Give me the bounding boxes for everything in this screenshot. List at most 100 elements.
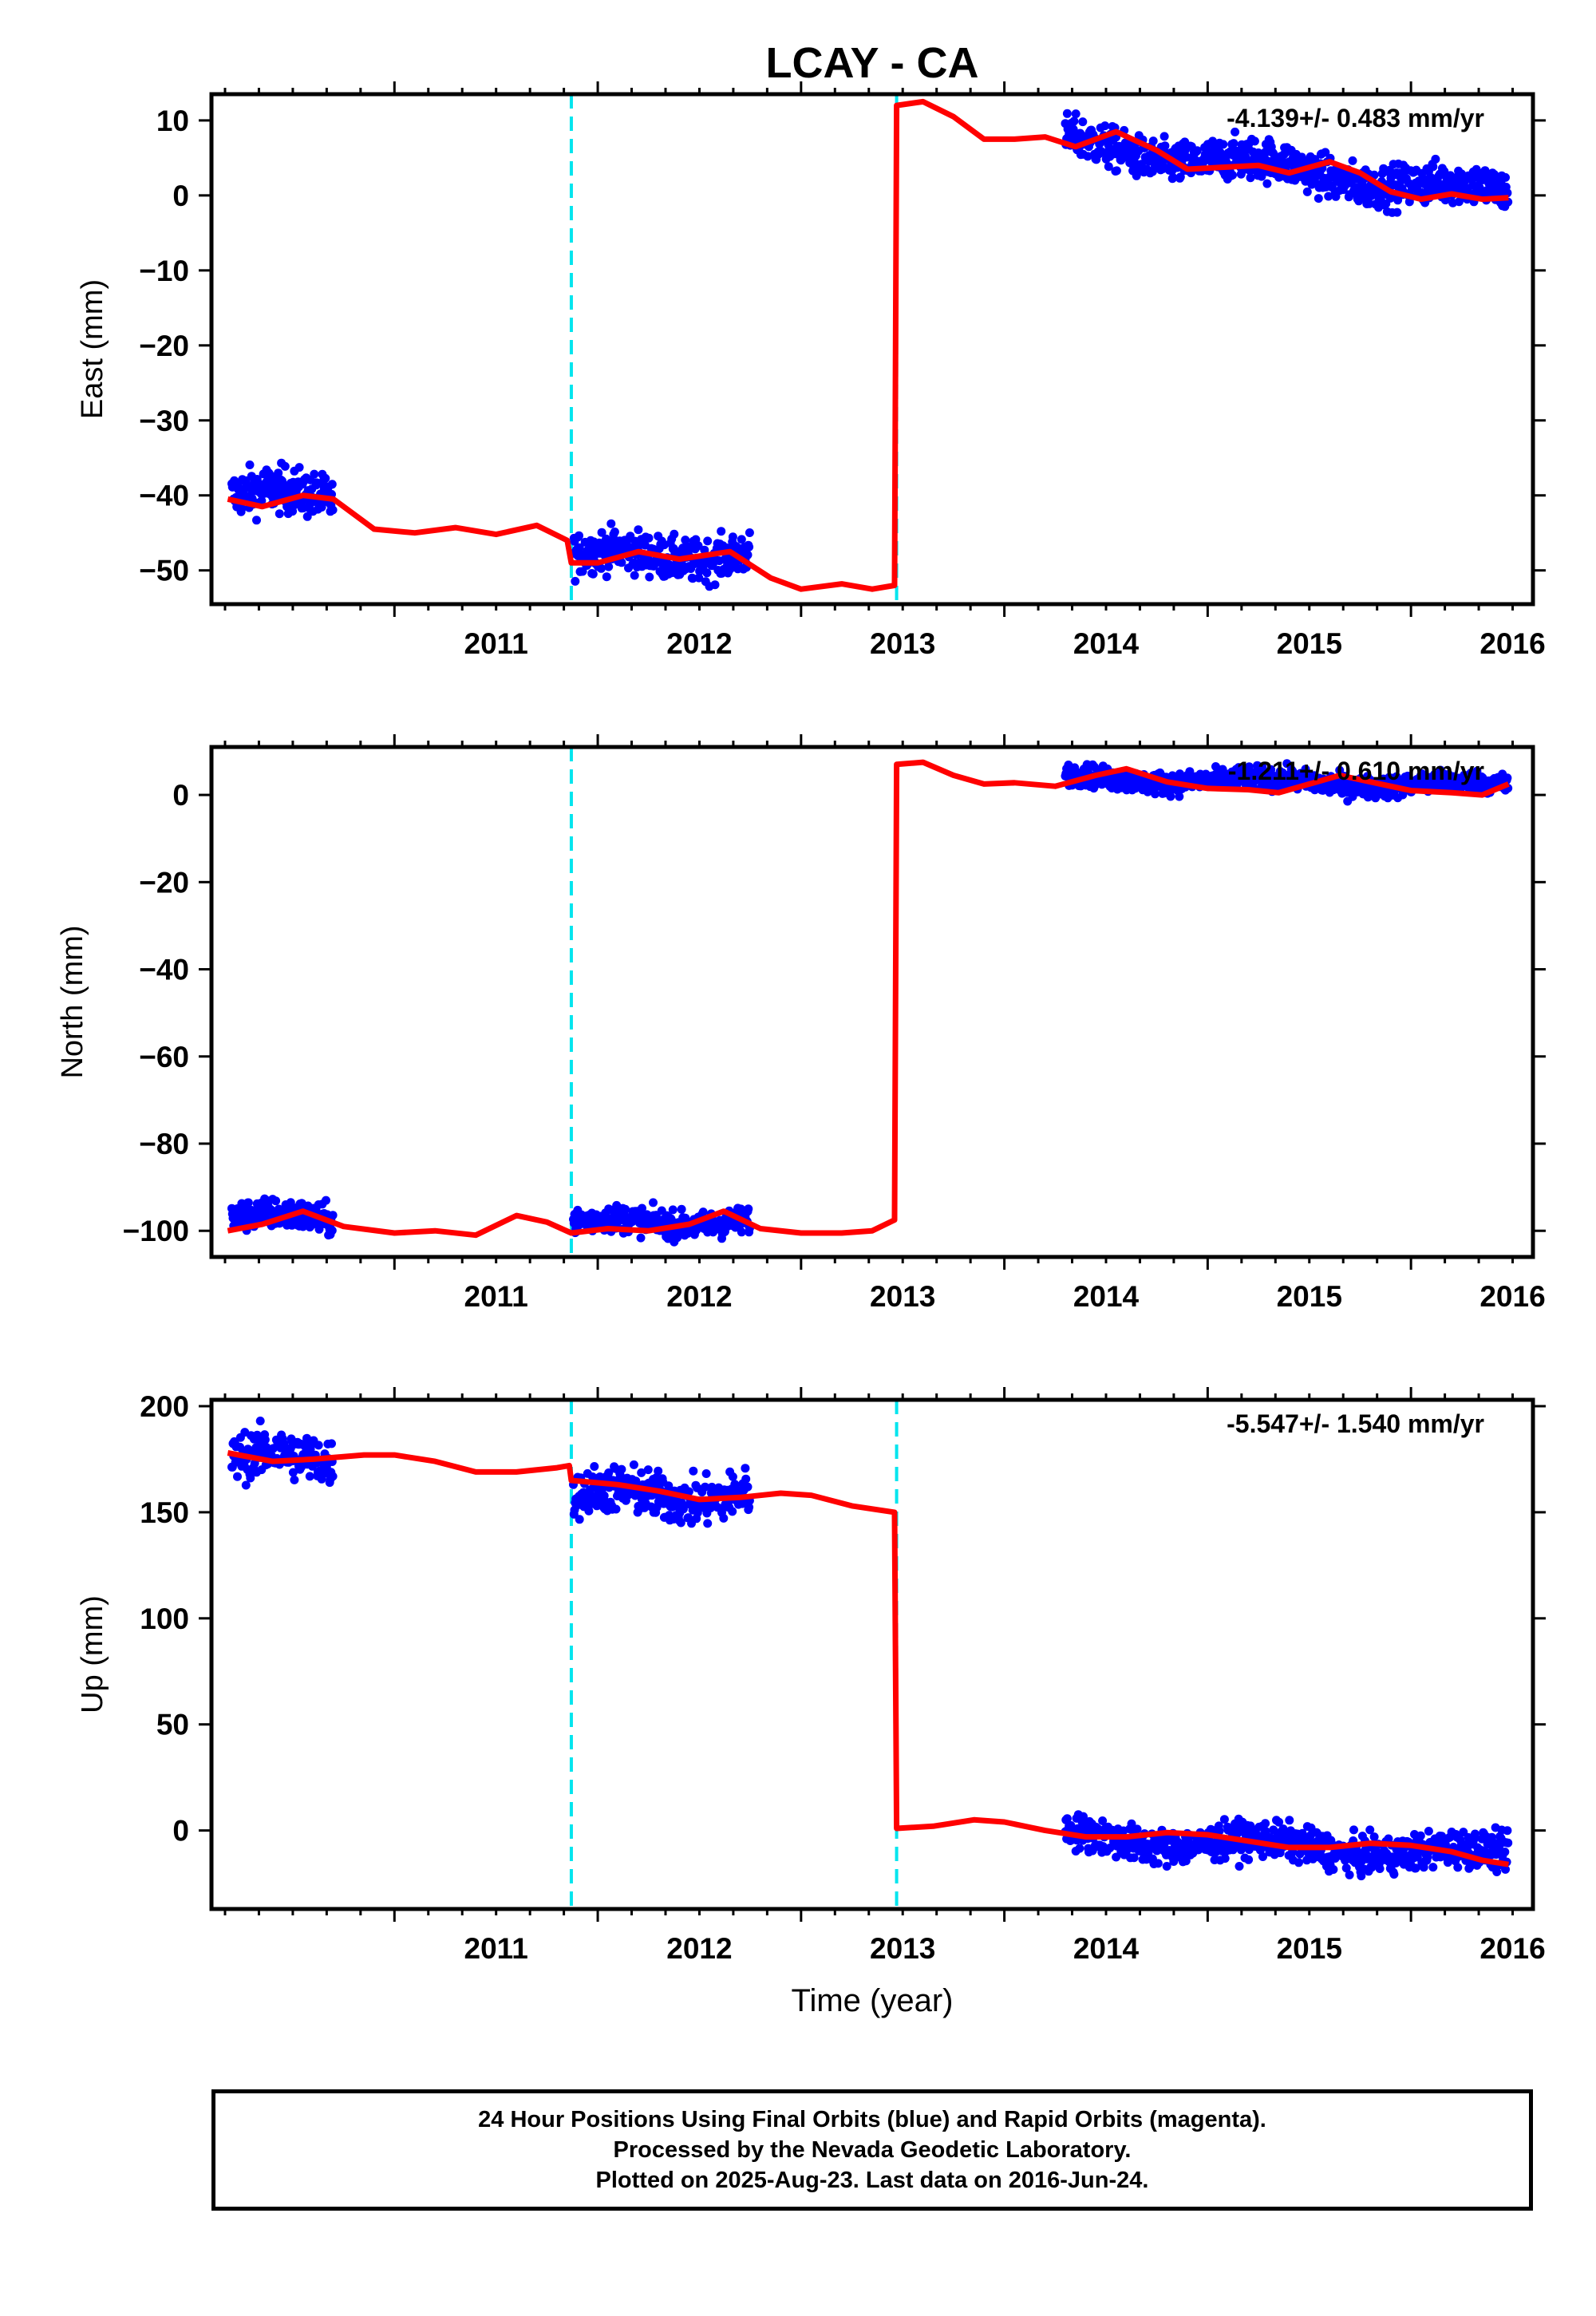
x-tick-label: 2013 [870,1932,935,1965]
data-point [710,580,720,590]
data-point [743,1482,753,1492]
data-point [644,533,654,543]
data-point [728,1472,737,1481]
data-point [243,1198,253,1207]
data-point [1083,152,1092,161]
data-point [741,1464,750,1473]
data-point [1062,109,1072,118]
data-point [575,1515,584,1524]
data-point [617,1464,626,1474]
data-point [1393,207,1402,217]
data-point [1071,109,1080,119]
data-point [621,1204,630,1214]
data-point [728,1507,737,1516]
data-point [698,1207,708,1217]
data-point [1162,1862,1171,1871]
data-point [1075,1844,1084,1853]
data-point [611,1504,621,1514]
data-point [1417,769,1427,778]
data-point [310,469,319,479]
y-tick-label: −20 [139,866,189,899]
data-point [1349,1825,1358,1835]
x-tick-label: 2012 [666,627,732,660]
data-point [290,1475,299,1484]
data-point [305,1472,314,1481]
data-point [745,542,754,551]
data-point [602,572,611,582]
data-point [237,504,247,513]
x-tick-label: 2013 [870,627,935,660]
data-point [703,1519,713,1528]
data-point [327,1226,337,1235]
data-point [280,461,290,471]
data-point [252,516,261,525]
data-point [1301,765,1310,774]
data-point [1112,1852,1121,1862]
data-point [649,1198,658,1207]
x-tick-label: 2014 [1073,1932,1140,1965]
data-point [1471,1829,1479,1839]
data-point [1262,179,1272,188]
footer-line-3: Plotted on 2025-Aug-23. Last data on 201… [595,2168,1149,2193]
y-tick-label: 50 [156,1709,189,1741]
data-point [1503,1838,1513,1848]
data-point [1257,172,1266,181]
y-tick-label: −40 [139,954,189,986]
data-point [584,1506,594,1516]
data-point [1215,1826,1224,1836]
y-tick-label: 10 [156,105,189,137]
footer-line-2: Processed by the Nevada Geodetic Laborat… [613,2137,1132,2163]
model-curve [227,759,1510,1239]
data-point [630,571,639,580]
data-point [302,512,312,521]
velocity-rate-label: -5.547+/- 1.540 mm/yr [1227,1409,1484,1438]
data-point [1314,194,1323,204]
data-point [717,527,726,536]
chart-title: LCAY - CA [765,39,978,87]
data-point [1246,173,1255,183]
data-point [1153,1859,1163,1868]
x-tick-label: 2011 [464,627,528,660]
data-point [274,468,283,478]
data-point [322,1196,330,1205]
data-point [1393,196,1403,205]
data-point [654,1466,663,1476]
x-tick-label: 2013 [870,1280,935,1313]
x-tick-label: 2011 [464,1932,528,1965]
data-point [1302,187,1312,196]
data-point [700,545,709,555]
data-point [1100,121,1110,131]
data-point [1166,792,1175,801]
data-points [227,109,1513,591]
data-point [1148,136,1158,146]
x-tick-label: 2011 [464,1280,528,1313]
y-tick-label: −20 [139,330,189,362]
data-point [1369,1832,1379,1842]
model-curve [227,98,1509,592]
plot-frame [209,745,1535,1259]
data-point [260,1435,270,1445]
data-point [1175,792,1184,801]
data-point [1341,1863,1351,1873]
data-point [241,1480,251,1490]
data-point [1501,172,1510,182]
data-point [1428,162,1438,172]
data-point [571,576,580,586]
data-point [1365,1825,1375,1835]
data-point [590,1462,599,1471]
data-point [610,528,619,536]
data-point [1129,1853,1139,1863]
model-curve [227,1450,1509,1867]
data-point [701,1482,710,1492]
data-point [1220,1854,1230,1863]
data-point [588,569,598,579]
data-point [1175,172,1185,182]
data-point [1078,117,1088,127]
data-point [1321,148,1330,157]
data-point [745,528,754,537]
x-tick-label: 2012 [666,1932,732,1965]
panel-north: 2011 2012 2013 2014 2015 2016 0 −20 −40 −60 −80 −10… [56,734,1546,1313]
data-point [1258,1852,1267,1861]
x-tick-label: 2015 [1277,627,1342,660]
